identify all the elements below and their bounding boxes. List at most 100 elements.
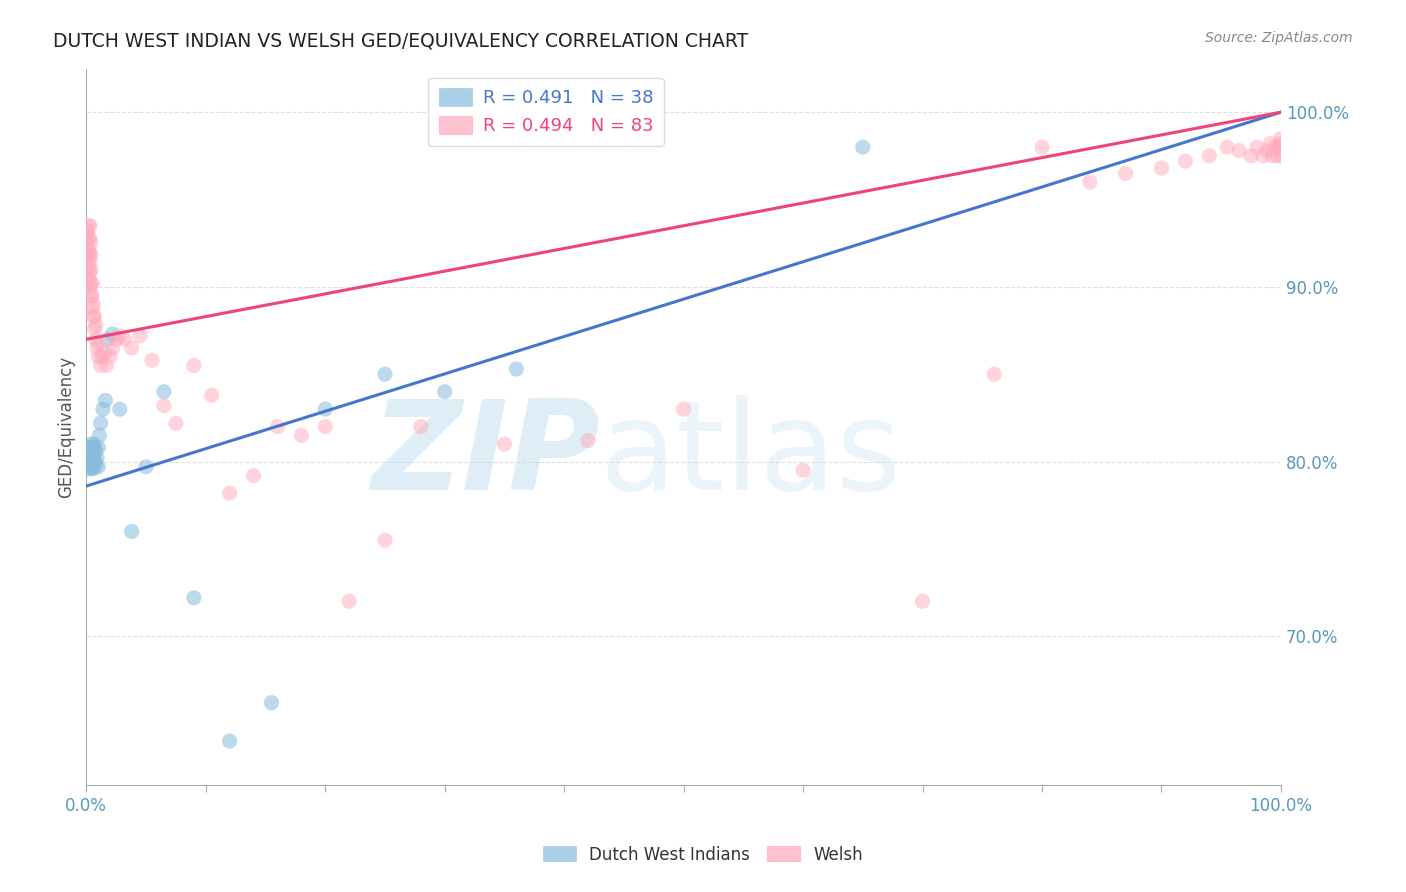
Point <box>77 259 100 273</box>
Point <box>83 322 105 336</box>
Point <box>82 297 104 311</box>
Point <box>1246 140 1268 154</box>
Point <box>89 428 111 442</box>
Point <box>1270 140 1292 154</box>
Point <box>82 288 104 302</box>
Point <box>96 359 118 373</box>
Point <box>108 402 131 417</box>
Point <box>792 463 814 477</box>
Point <box>91 402 114 417</box>
Point <box>77 219 100 233</box>
Point <box>80 277 103 291</box>
Point <box>86 451 108 466</box>
Point <box>79 244 101 259</box>
Point <box>79 266 101 280</box>
Point <box>94 393 117 408</box>
Point <box>101 341 124 355</box>
Point <box>82 453 104 467</box>
Point <box>79 231 101 245</box>
Point <box>433 384 456 399</box>
Point <box>79 219 101 233</box>
Point <box>852 140 875 154</box>
Point <box>314 402 336 417</box>
Text: Source: ZipAtlas.com: Source: ZipAtlas.com <box>1205 31 1353 45</box>
Point <box>83 310 105 324</box>
Point <box>76 262 98 277</box>
Point <box>1150 161 1173 175</box>
Point <box>97 332 120 346</box>
Point <box>84 318 107 333</box>
Point <box>242 468 264 483</box>
Point <box>1268 136 1291 151</box>
Point <box>129 328 152 343</box>
Point <box>79 461 101 475</box>
Point <box>90 350 112 364</box>
Point <box>494 437 516 451</box>
Y-axis label: GED/Equivalency: GED/Equivalency <box>58 356 75 498</box>
Point <box>505 362 527 376</box>
Point <box>83 454 105 468</box>
Text: DUTCH WEST INDIAN VS WELSH GED/EQUIVALENCY CORRELATION CHART: DUTCH WEST INDIAN VS WELSH GED/EQUIVALEN… <box>53 31 748 50</box>
Point <box>82 310 104 324</box>
Point <box>1251 149 1274 163</box>
Point <box>82 461 104 475</box>
Point <box>83 441 105 455</box>
Point <box>183 591 205 605</box>
Point <box>82 450 104 464</box>
Point <box>153 399 176 413</box>
Point <box>1078 175 1101 189</box>
Text: atlas: atlas <box>600 395 903 516</box>
Point <box>80 248 103 262</box>
Point <box>290 428 312 442</box>
Point <box>77 244 100 259</box>
Point <box>77 454 100 468</box>
Point <box>76 224 98 238</box>
Point <box>121 524 143 539</box>
Point <box>183 359 205 373</box>
Point <box>79 441 101 455</box>
Point <box>1261 149 1284 163</box>
Point <box>409 419 432 434</box>
Point <box>77 271 100 285</box>
Point <box>82 437 104 451</box>
Point <box>1227 144 1250 158</box>
Point <box>218 486 240 500</box>
Point <box>337 594 360 608</box>
Point <box>77 231 100 245</box>
Point <box>135 459 157 474</box>
Point <box>1198 149 1220 163</box>
Point <box>260 696 283 710</box>
Point <box>1270 149 1292 163</box>
Point <box>90 359 112 373</box>
Point <box>101 326 124 341</box>
Point <box>79 253 101 268</box>
Point <box>80 262 103 277</box>
Point <box>80 437 103 451</box>
Text: ZIP: ZIP <box>371 395 600 516</box>
Point <box>1240 149 1263 163</box>
Point <box>1031 140 1053 154</box>
Point <box>672 402 695 417</box>
Point <box>374 368 396 382</box>
Point <box>108 328 131 343</box>
Point <box>1270 131 1292 145</box>
Point <box>374 533 396 548</box>
Point <box>1267 140 1289 154</box>
Point <box>1256 144 1278 158</box>
Point <box>1267 149 1289 163</box>
Point <box>76 248 98 262</box>
Point <box>87 335 110 350</box>
Point <box>983 368 1005 382</box>
Point <box>90 416 112 430</box>
Point <box>76 236 98 251</box>
Point <box>87 350 110 364</box>
Point <box>105 332 128 346</box>
Point <box>1115 166 1137 180</box>
Point <box>86 341 108 355</box>
Point <box>93 346 115 360</box>
Point <box>576 434 599 448</box>
Point <box>201 388 224 402</box>
Point <box>1264 140 1286 154</box>
Point <box>153 384 176 399</box>
Point <box>80 236 103 251</box>
